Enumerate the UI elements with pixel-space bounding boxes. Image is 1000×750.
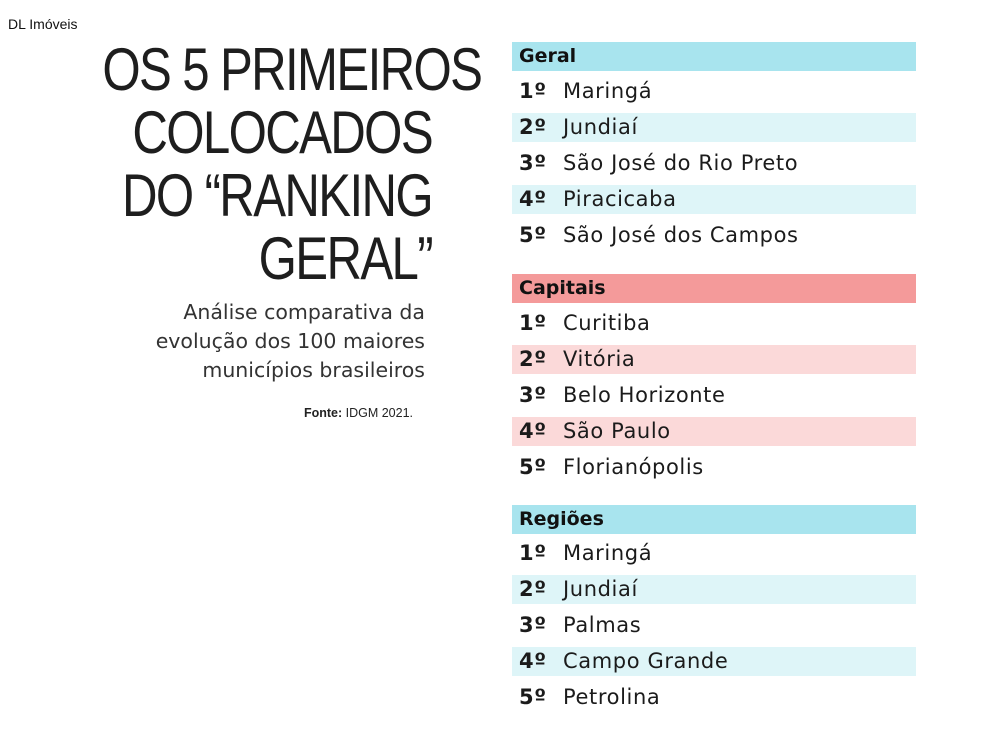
city-name: Campo Grande bbox=[563, 649, 729, 673]
ranking-row: 5º Petrolina bbox=[512, 683, 916, 712]
city-name: São José do Rio Preto bbox=[563, 151, 799, 175]
ranking-row: 5º Florianópolis bbox=[512, 453, 916, 482]
city-name: Jundiaí bbox=[563, 115, 638, 139]
rank-number: 3º bbox=[519, 613, 547, 637]
subtitle-line: Análise comparativa da bbox=[183, 300, 425, 324]
city-name: São Paulo bbox=[563, 419, 671, 443]
ranking-row: 3º São José do Rio Preto bbox=[512, 149, 916, 178]
rank-number: 2º bbox=[519, 577, 547, 601]
watermark-text: DL Imóveis bbox=[8, 16, 78, 32]
rank-number: 5º bbox=[519, 455, 547, 479]
city-name: Maringá bbox=[563, 79, 653, 103]
ranking-row: 2º Jundiaí bbox=[512, 113, 916, 142]
city-name: Jundiaí bbox=[563, 577, 638, 601]
rank-number: 3º bbox=[519, 383, 547, 407]
rank-number: 4º bbox=[519, 649, 547, 673]
source-note: Fonte: IDGM 2021. bbox=[200, 406, 413, 420]
rank-number: 4º bbox=[519, 419, 547, 443]
ranking-row: 1º Maringá bbox=[512, 539, 916, 568]
group-header-geral: Geral bbox=[512, 42, 916, 71]
city-name: Vitória bbox=[563, 347, 636, 371]
ranking-row: 4º Piracicaba bbox=[512, 185, 916, 214]
page-title: OS 5 PRIMEIROS COLOCADOS DO “RANKING GER… bbox=[30, 36, 483, 292]
ranking-row: 3º Belo Horizonte bbox=[512, 381, 916, 410]
rank-number: 1º bbox=[519, 541, 547, 565]
group-header-regioes: Regiões bbox=[512, 505, 916, 534]
title-line: GERAL” bbox=[258, 225, 434, 292]
rank-number: 5º bbox=[519, 685, 547, 709]
group-header-capitais: Capitais bbox=[512, 274, 916, 303]
source-value: IDGM 2021. bbox=[345, 406, 413, 420]
ranking-row: 4º São Paulo bbox=[512, 417, 916, 446]
city-name: São José dos Campos bbox=[563, 223, 799, 247]
rank-number: 1º bbox=[519, 311, 547, 335]
city-name: Maringá bbox=[563, 541, 653, 565]
ranking-row: 2º Vitória bbox=[512, 345, 916, 374]
ranking-row: 1º Maringá bbox=[512, 77, 916, 106]
title-line: OS 5 PRIMEIROS bbox=[102, 36, 483, 103]
source-label: Fonte: bbox=[303, 406, 343, 420]
city-name: Belo Horizonte bbox=[563, 383, 726, 407]
title-line: COLOCADOS bbox=[132, 99, 433, 166]
rank-number: 5º bbox=[519, 223, 547, 247]
city-name: Curitiba bbox=[563, 311, 651, 335]
rank-number: 2º bbox=[519, 347, 547, 371]
title-line: DO “RANKING bbox=[122, 162, 434, 229]
subtitle-line: evolução dos 100 maiores bbox=[155, 329, 425, 353]
ranking-row: 3º Palmas bbox=[512, 611, 916, 640]
rank-number: 3º bbox=[519, 151, 547, 175]
rank-number: 4º bbox=[519, 187, 547, 211]
ranking-row: 4º Campo Grande bbox=[512, 647, 916, 676]
ranking-row: 1º Curitiba bbox=[512, 309, 916, 338]
ranking-row: 2º Jundiaí bbox=[512, 575, 916, 604]
subtitle-line: municípios brasileiros bbox=[202, 358, 425, 382]
ranking-row: 5º São José dos Campos bbox=[512, 221, 916, 250]
rank-number: 2º bbox=[519, 115, 547, 139]
rank-number: 1º bbox=[519, 79, 547, 103]
city-name: Florianópolis bbox=[563, 455, 704, 479]
city-name: Petrolina bbox=[563, 685, 661, 709]
subtitle: Análise comparativa da evolução dos 100 … bbox=[40, 298, 425, 385]
city-name: Palmas bbox=[563, 613, 642, 637]
city-name: Piracicaba bbox=[563, 187, 677, 211]
